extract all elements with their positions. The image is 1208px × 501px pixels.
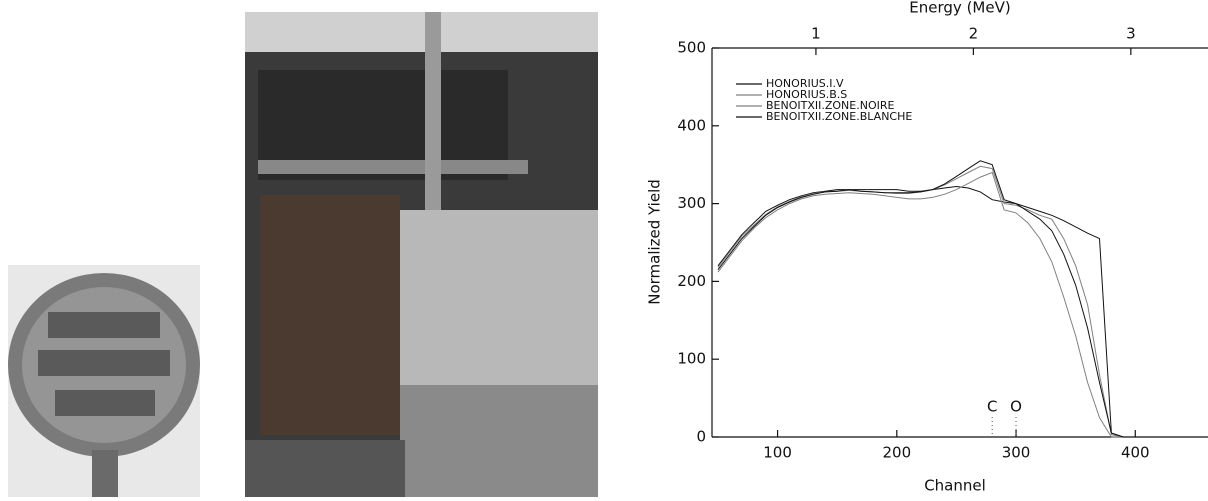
y-tick-label: 0 [696, 428, 706, 446]
y-tick-label: 300 [677, 194, 706, 212]
x-tick-label: 200 [882, 444, 911, 462]
library-photo [245, 12, 598, 497]
x2-axis-title: Energy (MeV) [909, 0, 1010, 17]
x2-tick-label: 3 [1126, 25, 1136, 43]
legend-label: BENOITXII.ZONE.BLANCHE [766, 110, 912, 123]
legend: HONORIUS.I.VHONORIUS.B.SBENOITXII.ZONE.N… [736, 77, 912, 123]
seal-photo [8, 265, 200, 497]
series-line [718, 161, 1207, 437]
series-line [718, 173, 1207, 438]
series-line [718, 187, 1207, 438]
x-tick-label: 100 [763, 444, 792, 462]
x-tick-label: 300 [1002, 444, 1031, 462]
chart: 0 100 200 300 400 500 100 200 300 400 1 2 3 Channel En… [646, 0, 1208, 495]
y-tick-label: 100 [677, 350, 706, 368]
y-axis-title: Normalized Yield [646, 179, 664, 305]
annotation: O [1010, 398, 1022, 416]
y-tick-label: 200 [677, 272, 706, 290]
x2-tick-label: 1 [811, 25, 821, 43]
x-tick-label: 400 [1121, 444, 1150, 462]
annotation: C [987, 398, 997, 416]
y-tick-label: 500 [677, 39, 706, 57]
series-line [718, 166, 1207, 437]
y-tick-label: 400 [677, 116, 706, 134]
x-axis-title: Channel [924, 477, 986, 495]
x2-tick-label: 2 [969, 25, 979, 43]
